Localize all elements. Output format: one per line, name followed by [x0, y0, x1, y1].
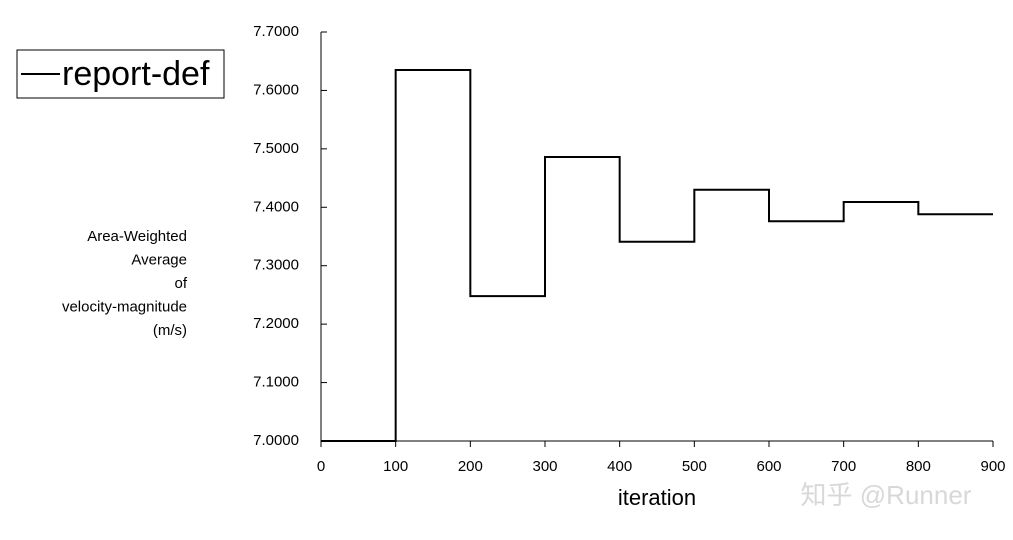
y-tick-label: 7.5000 [253, 140, 299, 157]
x-tick-label: 0 [317, 458, 325, 475]
y-axis-label: Area-Weighted [87, 228, 187, 245]
y-tick-label: 7.4000 [253, 198, 299, 215]
x-tick-label: 200 [458, 458, 483, 475]
y-axis-label: velocity-magnitude [62, 298, 187, 315]
x-tick-label: 500 [682, 458, 707, 475]
x-axis-label: iteration [618, 485, 696, 510]
y-tick-label: 7.7000 [253, 23, 299, 40]
y-tick-label: 7.0000 [253, 432, 299, 449]
y-axis-label: of [174, 275, 187, 292]
x-tick-label: 400 [607, 458, 632, 475]
y-tick-label: 7.1000 [253, 374, 299, 391]
y-tick-label: 7.2000 [253, 315, 299, 332]
x-tick-label: 900 [980, 458, 1005, 475]
watermark: 知乎 @Runner [801, 480, 972, 510]
legend: report-def [21, 55, 210, 93]
legend-label: report-def [62, 55, 210, 93]
y-axis-label: (m/s) [153, 322, 187, 339]
x-tick-label: 100 [383, 458, 408, 475]
x-tick-label: 600 [756, 458, 781, 475]
y-axis-label: Average [131, 251, 187, 268]
x-tick-label: 300 [532, 458, 557, 475]
y-tick-label: 7.6000 [253, 81, 299, 98]
x-tick-label: 700 [831, 458, 856, 475]
x-tick-label: 800 [906, 458, 931, 475]
y-tick-label: 7.3000 [253, 257, 299, 274]
data-line [321, 68, 993, 442]
